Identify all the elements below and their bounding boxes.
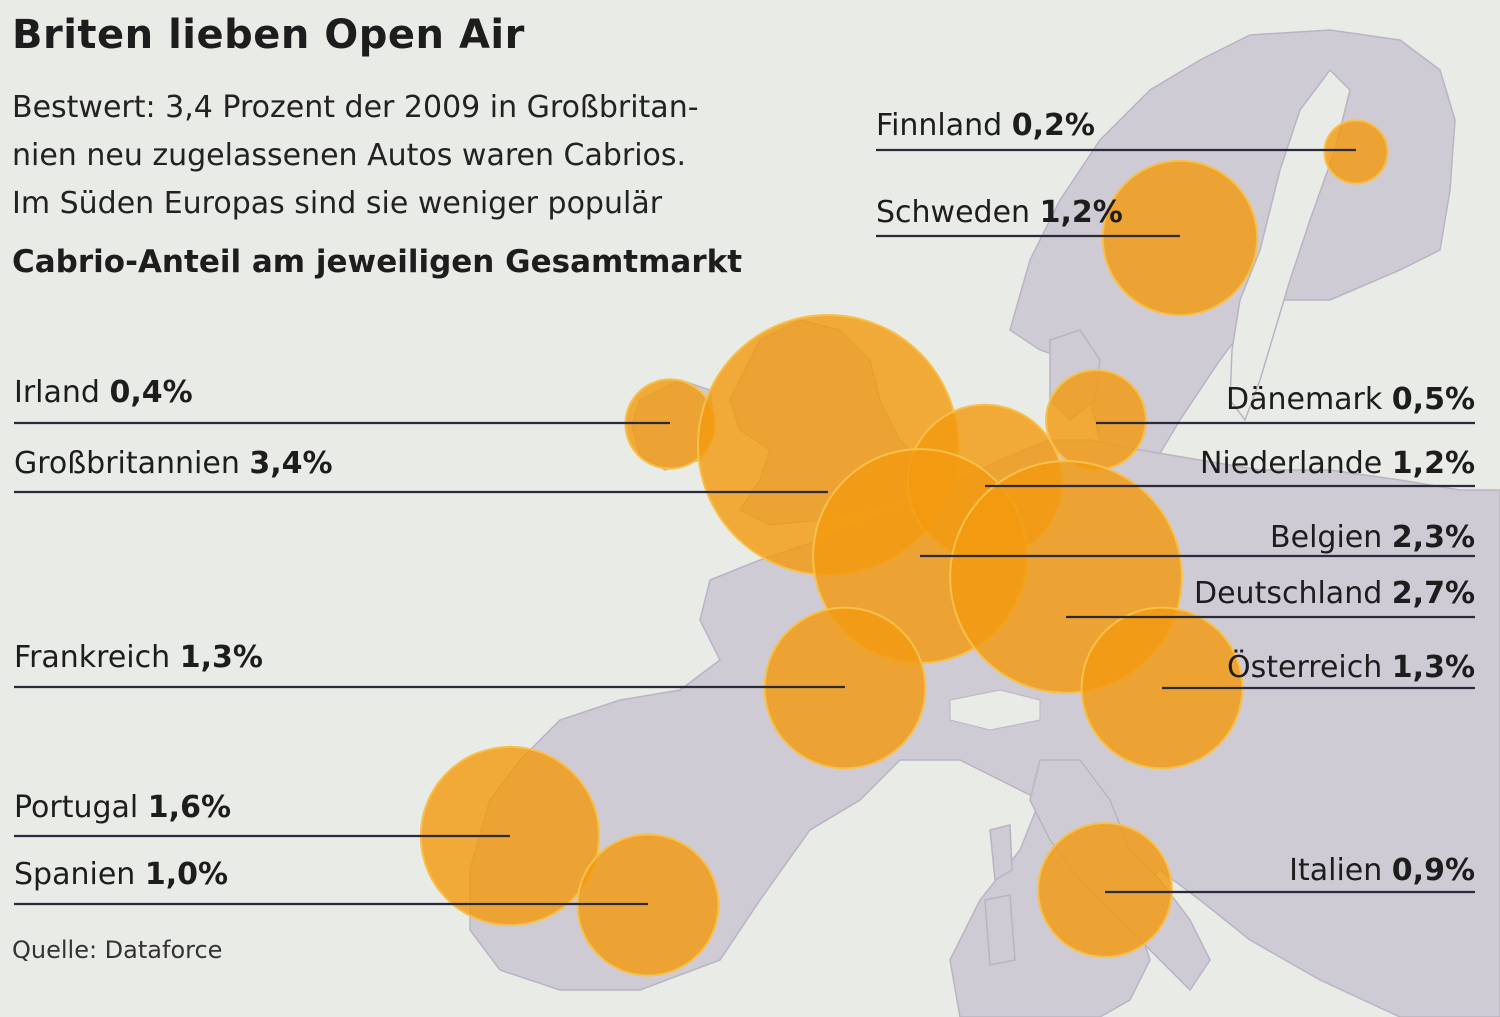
country-value: 1,2% [1039,195,1123,230]
country-name: Österreich [1227,650,1392,685]
subtitle: Bestwert: 3,4 Prozent der 2009 in Großbr… [12,84,812,228]
country-label-deutschland: Deutschland 2,7% [1194,576,1475,612]
country-name: Portugal [14,790,148,825]
country-label-niederlande: Niederlande 1,2% [1200,446,1475,482]
bubble-italien [1037,822,1173,958]
page-title: Briten lieben Open Air [12,12,525,58]
country-name: Dänemark [1225,382,1392,417]
country-name: Schweden [876,195,1040,230]
subtitle-line: Bestwert: 3,4 Prozent der 2009 in Großbr… [12,90,699,125]
country-value: 3,4% [249,446,333,481]
country-name: Belgien [1270,520,1392,555]
country-value: 1,3% [179,640,263,675]
country-label-grossbritannien: Großbritannien 3,4% [14,446,333,482]
country-value: 0,5% [1391,382,1475,417]
bubble-schweden [1101,159,1259,317]
country-name: Spanien [14,857,145,892]
alpine-lake [949,689,1041,731]
corsica-landmass [989,824,1013,882]
country-value: 1,0% [144,857,229,892]
country-value: 0,4% [109,375,193,410]
sardinia-landmass [984,894,1016,966]
country-value: 2,7% [1391,576,1475,611]
country-value: 1,3% [1391,650,1475,685]
bubble-daenemark [1045,369,1147,471]
subtitle-line: Im Süden Europas sind sie weniger populä… [12,186,663,221]
chart-caption: Cabrio-Anteil am jeweiligen Gesamtmarkt [12,244,743,280]
country-name: Italien [1289,853,1392,888]
country-label-frankreich: Frankreich 1,3% [14,640,263,676]
source-note: Quelle: Dataforce [12,936,223,964]
country-label-portugal: Portugal 1,6% [14,790,231,826]
country-name: Irland [14,375,110,410]
country-name: Großbritannien [14,446,250,481]
country-label-spanien: Spanien 1,0% [14,857,228,893]
country-value: 1,6% [147,790,231,825]
country-label-schweden: Schweden 1,2% [876,195,1123,231]
country-name: Frankreich [14,640,180,675]
bubble-finnland [1323,119,1389,185]
country-label-belgien: Belgien 2,3% [1270,520,1475,556]
country-name: Niederlande [1199,446,1392,481]
country-value: 0,9% [1391,853,1475,888]
country-label-finnland: Finnland 0,2% [876,108,1095,144]
subtitle-line: nien neu zugelassenen Autos waren Cabrio… [12,138,687,173]
country-name: Finnland [876,108,1012,143]
country-label-italien: Italien 0,9% [1289,853,1475,889]
country-value: 2,3% [1391,520,1475,555]
country-value: 0,2% [1011,108,1095,143]
country-name: Deutschland [1194,576,1392,611]
country-label-oesterreich: Österreich 1,3% [1227,650,1475,686]
country-label-daenemark: Dänemark 0,5% [1226,382,1475,418]
country-label-irland: Irland 0,4% [14,375,193,411]
country-value: 1,2% [1391,446,1475,481]
